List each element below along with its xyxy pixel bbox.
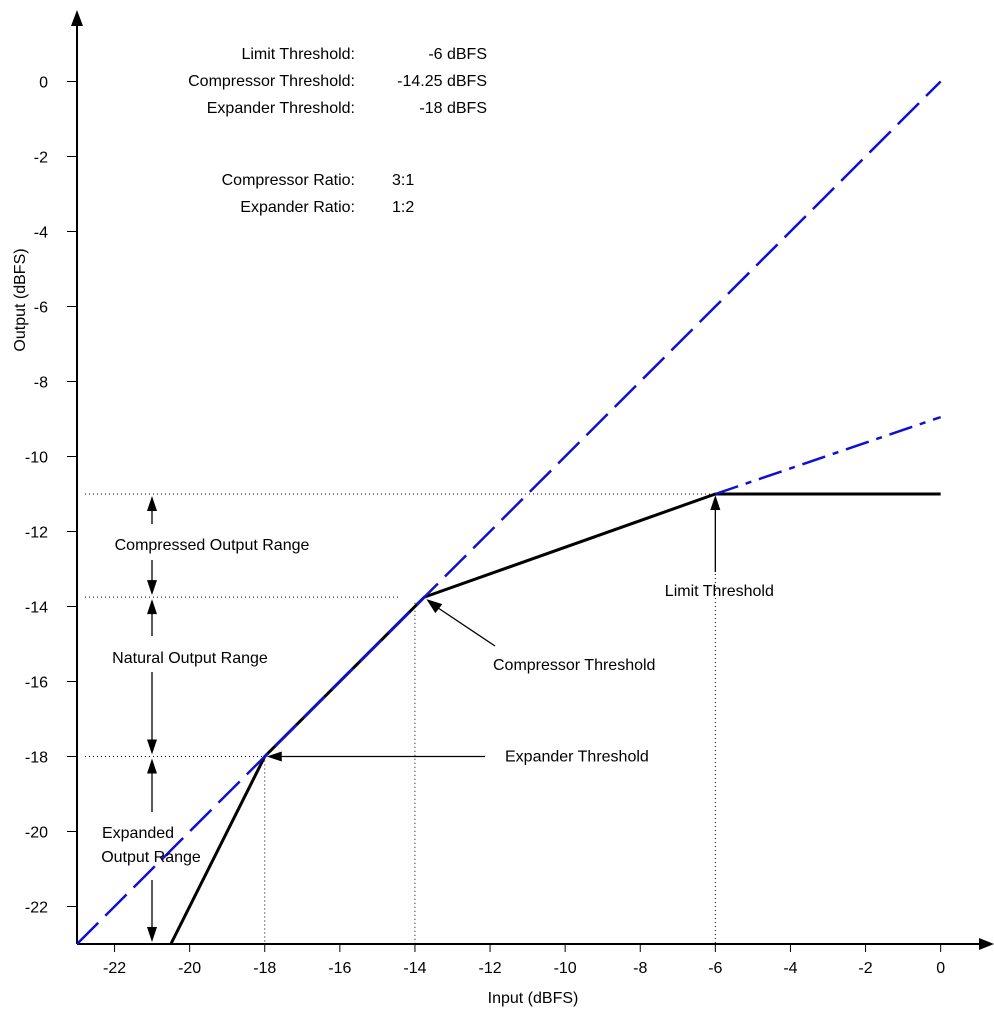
annotation-label: Limit Threshold (665, 583, 774, 600)
series-solid-line (169, 492, 941, 945)
annotation-leader (434, 605, 496, 647)
y-axis-label: Output (dBFS) (12, 248, 29, 351)
reference-lines (85, 493, 716, 944)
info-label: Limit Threshold: (241, 46, 355, 63)
x-tick-label: -12 (478, 960, 501, 977)
series (76, 80, 942, 945)
info-panel: Limit Threshold: -6 dBFS Compressor Thresh… (188, 46, 487, 216)
axes: -22 -20 -18 -16 -14 -12 -10 -8 -6 -4 -2 00-2-4-6-8-… (25, 10, 994, 977)
range-label: Expanded (102, 825, 174, 842)
y-tick-label: -14 (25, 600, 48, 617)
range-label: Output Range (101, 849, 201, 866)
y-tick-label: -10 (25, 450, 48, 467)
x-tick-label: -8 (633, 960, 647, 977)
annotations: Limit Threshold Compressor Threshold Expan… (101, 495, 774, 942)
info-value: 3:1 (392, 172, 414, 189)
range-label: Compressed Output Range (115, 537, 310, 554)
y-tick-label: -16 (25, 675, 48, 692)
y-tick-label: -20 (25, 825, 48, 842)
info-label: Expander Threshold: (207, 100, 355, 117)
arrow-head (147, 496, 157, 511)
x-tick-label: -18 (253, 960, 276, 977)
y-tick-label: -22 (25, 900, 48, 917)
annotation-label: Compressor Threshold (493, 657, 655, 674)
x-tick-label: -10 (554, 960, 577, 977)
info-value: -18 dBFS (419, 100, 487, 117)
annotation-label: Expander Threshold (505, 749, 649, 766)
y-tick-label: -12 (25, 525, 48, 542)
y-tick-label: -18 (25, 750, 48, 767)
arrow-head (147, 739, 157, 755)
x-tick-label: -20 (178, 960, 201, 977)
range-label: Natural Output Range (112, 650, 268, 667)
y-tick-label: -8 (34, 375, 48, 392)
arrow-head (147, 758, 157, 774)
y-tick-label: -4 (34, 225, 48, 242)
info-value: -6 dBFS (428, 46, 487, 63)
x-tick-label: -14 (403, 960, 426, 977)
info-value: -14.25 dBFS (397, 73, 487, 90)
x-tick-label: -4 (783, 960, 797, 977)
y-tick-label: 0 (39, 75, 48, 92)
arrow-head (147, 599, 157, 615)
info-label: Compressor Ratio: (222, 172, 355, 189)
x-tick-label: -2 (858, 960, 872, 977)
arrow-head (147, 580, 157, 596)
series-dashdot-line (714, 415, 942, 496)
info-label: Expander Ratio: (240, 199, 355, 216)
y-tick-label: -6 (34, 300, 48, 317)
x-tick-label: -16 (328, 960, 351, 977)
x-axis-arrow-icon (979, 938, 994, 950)
arrow-head (426, 599, 443, 614)
x-axis-label: Input (dBFS) (488, 990, 579, 1007)
x-tick-label: -6 (708, 960, 722, 977)
info-label: Compressor Threshold: (188, 73, 355, 90)
x-tick-label: -22 (103, 960, 126, 977)
arrow-head (147, 927, 157, 942)
x-tick-label: 0 (936, 960, 945, 977)
info-value: 1:2 (392, 199, 414, 216)
arrow-head (710, 495, 721, 510)
y-tick-label: -2 (34, 150, 48, 167)
y-axis-arrow-icon (71, 10, 83, 26)
arrow-head (266, 751, 282, 762)
series-dashed-line (76, 80, 942, 945)
